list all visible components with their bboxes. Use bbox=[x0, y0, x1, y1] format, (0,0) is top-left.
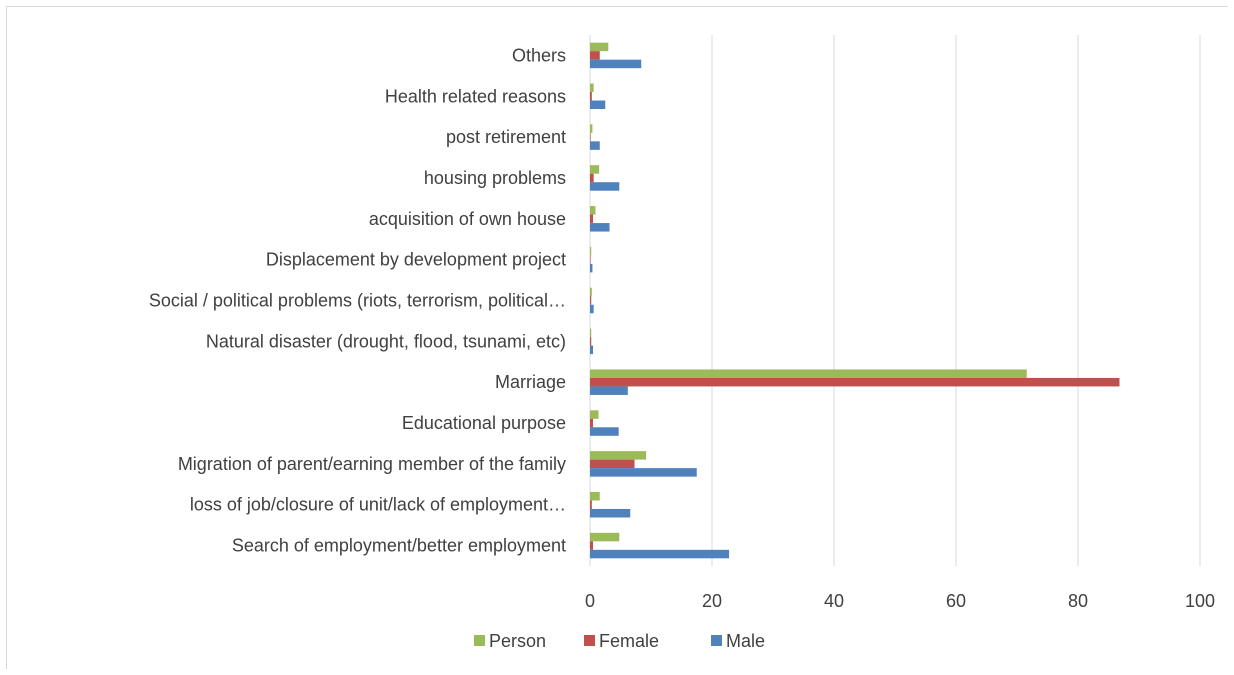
chart-frame bbox=[6, 6, 1228, 669]
bar-person bbox=[590, 206, 596, 215]
bar-male bbox=[590, 223, 610, 232]
category-label: Others bbox=[512, 45, 566, 65]
x-tick-label: 40 bbox=[824, 591, 844, 611]
bar-female bbox=[590, 173, 594, 183]
category-label: acquisition of own house bbox=[369, 209, 566, 229]
category-label: Health related reasons bbox=[385, 86, 566, 106]
category-label: Educational purpose bbox=[402, 413, 566, 433]
bar-male bbox=[590, 386, 628, 395]
category-label: Marriage bbox=[495, 372, 566, 392]
bar-male bbox=[590, 100, 606, 110]
bar-female bbox=[590, 541, 594, 550]
x-tick-label: 20 bbox=[702, 591, 722, 611]
bar-female bbox=[590, 51, 600, 60]
category-label: post retirement bbox=[446, 127, 566, 147]
legend-swatch-female bbox=[584, 635, 595, 646]
x-tick-label: 100 bbox=[1185, 591, 1215, 611]
legend-swatch-male bbox=[711, 635, 722, 646]
category-label: Natural disaster (drought, flood, tsunam… bbox=[206, 331, 566, 351]
bar-person bbox=[590, 328, 592, 338]
category-label: Social / political problems (riots, terr… bbox=[149, 291, 566, 311]
bar-person bbox=[590, 369, 1027, 378]
x-tick-label: 60 bbox=[946, 591, 966, 611]
bar-male bbox=[590, 508, 631, 518]
bar-male bbox=[590, 427, 619, 436]
bar-male bbox=[590, 468, 697, 477]
bar-female bbox=[590, 132, 591, 142]
bar-person bbox=[590, 246, 592, 256]
bar-male bbox=[590, 345, 594, 355]
bar-male bbox=[590, 59, 642, 69]
legend-label-male: Male bbox=[726, 631, 765, 651]
category-label: housing problems bbox=[424, 168, 566, 188]
bar-male bbox=[590, 304, 594, 314]
legend-label-female: Female bbox=[599, 631, 659, 651]
bar-male bbox=[590, 549, 730, 559]
bar-female bbox=[590, 377, 1120, 387]
bar-female bbox=[590, 296, 592, 305]
x-tick-label: 0 bbox=[585, 591, 595, 611]
category-label: Displacement by development project bbox=[266, 250, 566, 270]
bar-person bbox=[590, 83, 594, 93]
bar-female bbox=[590, 337, 592, 346]
bar-male bbox=[590, 182, 620, 191]
legend-label-person: Person bbox=[489, 631, 546, 651]
bar-person bbox=[590, 491, 600, 501]
bar-female bbox=[590, 214, 594, 224]
bar-person bbox=[590, 410, 599, 419]
bar-female bbox=[590, 92, 592, 101]
bar-male bbox=[590, 263, 593, 273]
bar-person bbox=[590, 451, 647, 460]
bar-person bbox=[590, 287, 592, 297]
bar-person bbox=[590, 124, 593, 133]
bar-male bbox=[590, 141, 600, 150]
category-label: Migration of parent/earning member of th… bbox=[178, 454, 566, 474]
bar-female bbox=[590, 500, 592, 509]
bar-female bbox=[590, 418, 594, 428]
legend-swatch-person bbox=[474, 635, 485, 646]
x-tick-label: 80 bbox=[1068, 591, 1088, 611]
bar-person bbox=[590, 42, 609, 52]
bar-female bbox=[590, 255, 591, 264]
category-label: Search of employment/better employment bbox=[232, 536, 566, 556]
category-label: loss of job/closure of unit/lack of empl… bbox=[190, 495, 566, 515]
bar-person bbox=[590, 165, 600, 174]
bar-person bbox=[590, 532, 620, 542]
bar-female bbox=[590, 459, 635, 469]
